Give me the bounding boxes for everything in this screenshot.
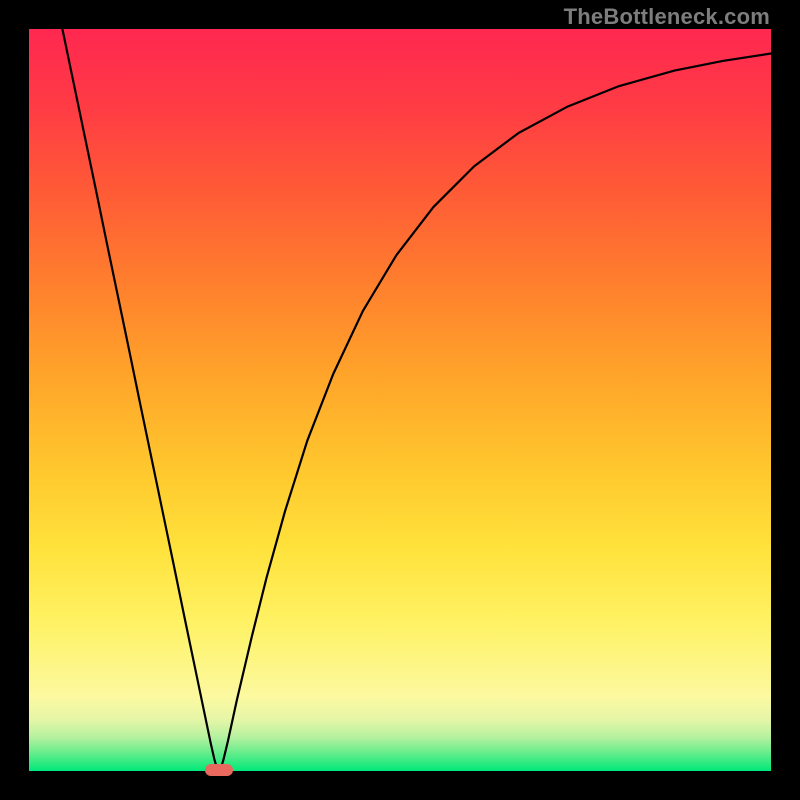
watermark-text: TheBottleneck.com bbox=[564, 4, 770, 30]
chart-svg bbox=[29, 29, 771, 771]
min-marker bbox=[205, 764, 233, 776]
plot-area bbox=[29, 29, 771, 771]
